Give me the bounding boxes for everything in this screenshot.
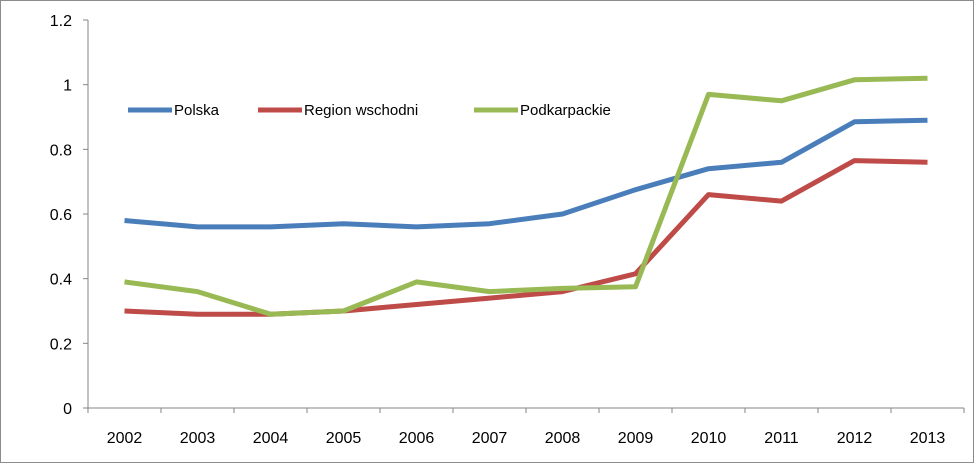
series-line-podkarpackie <box>124 75 928 317</box>
x-tick-label: 2010 <box>691 430 727 447</box>
y-axis-ticks: 0 0.2 0.4 0.6 0.8 1 1.2 <box>50 13 88 418</box>
series-lines <box>124 75 928 317</box>
x-axis-ticks: 2002 2003 2004 2005 2006 2007 2008 2009 2010 2011… <box>87 408 965 447</box>
x-tick-label: 2002 <box>107 430 143 447</box>
x-tick-label: 2008 <box>545 430 581 447</box>
legend: Polska Region wschodni Podkarpackie <box>128 102 611 119</box>
y-tick-label: 1.2 <box>50 13 72 30</box>
x-tick-label: 2009 <box>618 430 654 447</box>
y-tick-label: 0 <box>63 401 72 418</box>
x-tick-label: 2006 <box>399 430 435 447</box>
legend-label: Polska <box>174 102 220 119</box>
x-tick-label: 2012 <box>837 430 873 447</box>
series-line-region-wschodni <box>124 158 928 317</box>
x-tick-label: 2011 <box>764 430 799 447</box>
y-tick-label: 0.4 <box>50 272 72 289</box>
x-tick-label: 2003 <box>180 430 216 447</box>
legend-label: Region wschodni <box>304 102 418 119</box>
x-tick-label: 2004 <box>253 430 289 447</box>
x-tick-label: 2005 <box>326 430 362 447</box>
x-tick-label: 2007 <box>472 430 508 447</box>
y-tick-label: 0.2 <box>50 336 72 353</box>
x-tick-label: 2013 <box>910 430 946 447</box>
y-tick-label: 0.8 <box>50 142 72 159</box>
legend-label: Podkarpackie <box>520 102 611 119</box>
y-tick-label: 1 <box>63 78 72 95</box>
series-line-polska <box>124 117 928 230</box>
axes <box>87 20 964 409</box>
y-tick-label: 0.6 <box>50 207 72 224</box>
